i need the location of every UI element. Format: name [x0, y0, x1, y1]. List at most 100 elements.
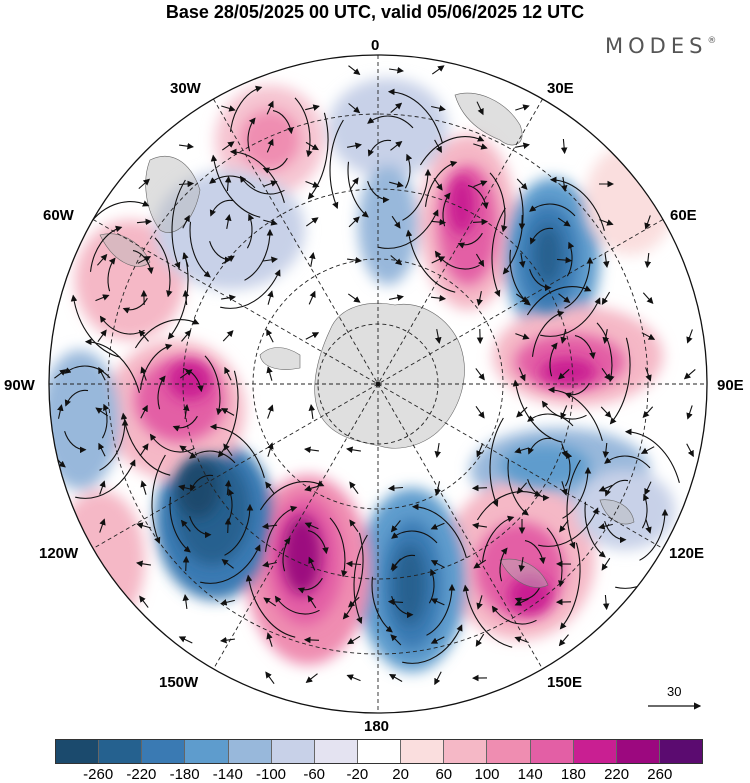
streamline — [244, 228, 274, 281]
wind-arrow — [222, 330, 234, 342]
colorbar-tick-label: -60 — [303, 766, 326, 783]
brand-name: MODES — [605, 34, 708, 58]
wind-arrow — [178, 636, 193, 644]
wind-arrow — [515, 104, 530, 111]
wind-arrow — [140, 366, 147, 381]
streamline — [367, 115, 414, 129]
lon-label-60e: 60E — [670, 207, 697, 224]
streamline — [584, 501, 606, 558]
wind-arrow — [601, 291, 611, 305]
streamline — [229, 148, 285, 203]
wind-arrow — [140, 404, 148, 419]
streamline — [204, 355, 223, 416]
wind-arrow — [96, 253, 108, 266]
wind-arrow — [516, 482, 528, 495]
streamline — [172, 415, 198, 432]
wind-arrow — [514, 598, 529, 606]
streamline — [64, 389, 89, 407]
wind-arrow — [645, 367, 652, 382]
wind-arrow — [556, 256, 573, 264]
wind-arrow — [348, 216, 360, 228]
wind-arrow — [644, 481, 652, 496]
wind-arrow — [430, 560, 445, 568]
wind-arrow — [304, 522, 319, 530]
wind-arrow — [99, 518, 106, 533]
colorbar-swatch — [313, 740, 357, 763]
wind-arrow — [220, 599, 235, 606]
wind-arrow — [686, 405, 693, 420]
wind-arrow — [266, 138, 274, 153]
streamline — [224, 503, 254, 556]
streamline — [476, 490, 542, 521]
wind-arrow — [345, 560, 362, 568]
streamline — [169, 496, 191, 553]
lon-label-90w: 90W — [4, 377, 35, 394]
streamline — [229, 85, 263, 132]
wind-arrow — [95, 294, 110, 302]
streamline — [70, 294, 121, 358]
streamline — [75, 459, 136, 499]
wind-arrow — [139, 595, 149, 608]
wind-arrow — [221, 559, 234, 569]
streamline — [559, 542, 581, 630]
wind-arrow — [224, 479, 232, 496]
streamline — [200, 544, 261, 584]
wind-streamlines — [49, 60, 696, 686]
wind-arrow — [561, 443, 568, 458]
wind-arrow — [138, 329, 149, 342]
lon-label-120e: 120E — [669, 545, 705, 562]
wind-arrow — [516, 406, 528, 418]
wind-arrow — [640, 446, 655, 454]
streamline — [297, 577, 323, 594]
wind-arrow — [347, 596, 360, 608]
streamline — [564, 451, 573, 487]
wind-arrow — [390, 102, 403, 114]
wind-arrow — [305, 673, 318, 683]
colorbar-swatch — [98, 740, 142, 763]
south-pole-marker — [375, 381, 381, 387]
wind-arrow — [514, 636, 529, 644]
wind-arrow — [267, 442, 274, 457]
streamline — [489, 172, 508, 233]
streamline — [547, 386, 603, 441]
wind-arrow — [347, 293, 361, 303]
colorbar-tick-labels: -260 -220 -180 -140 -100 -60 -20 20 60 100 140 180 2… — [0, 766, 750, 783]
colorbar-swatch — [615, 740, 659, 763]
streamline — [209, 199, 234, 217]
wind-arrow — [305, 180, 320, 188]
streamline — [329, 517, 348, 578]
wind-arrow — [224, 175, 232, 192]
wind-arrow — [308, 290, 316, 305]
wind-arrow — [305, 141, 319, 151]
lon-label-180: 180 — [364, 718, 390, 735]
wind-arrow — [179, 142, 194, 150]
wind-arrow — [307, 595, 317, 609]
wind-arrow — [221, 105, 236, 112]
streamline — [624, 428, 680, 483]
streamline — [367, 181, 390, 204]
wind-arrow — [558, 634, 569, 647]
streamline — [538, 507, 599, 547]
wind-arrow — [431, 65, 445, 75]
wind-arrow — [644, 252, 652, 269]
colorbar-tick-label: 220 — [604, 766, 630, 783]
streamline — [154, 237, 173, 298]
streamline — [246, 213, 255, 249]
colorbar-swatch — [184, 740, 228, 763]
streamline — [596, 322, 615, 383]
streamline — [546, 527, 565, 588]
streamline — [342, 532, 364, 620]
wind-arrow — [221, 294, 236, 302]
streamline — [107, 257, 116, 292]
wind-arrow — [305, 332, 320, 340]
wind-arrow — [221, 255, 235, 265]
streamline — [540, 297, 601, 337]
streamline — [64, 431, 87, 454]
wind-arrow — [641, 332, 656, 340]
wind-arrow — [179, 369, 193, 379]
wind-arrow — [430, 218, 447, 226]
wind-arrow — [475, 405, 485, 419]
streamline — [491, 605, 537, 625]
wind-arrow — [518, 253, 526, 268]
